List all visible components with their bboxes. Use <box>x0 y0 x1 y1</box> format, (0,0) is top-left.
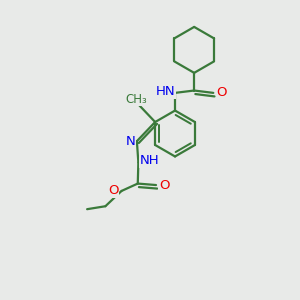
Text: O: O <box>216 86 227 99</box>
Text: NH: NH <box>140 154 159 167</box>
Text: HN: HN <box>156 85 176 98</box>
Text: O: O <box>108 184 119 197</box>
Text: O: O <box>159 178 169 191</box>
Text: CH₃: CH₃ <box>126 93 148 106</box>
Text: N: N <box>125 135 135 148</box>
